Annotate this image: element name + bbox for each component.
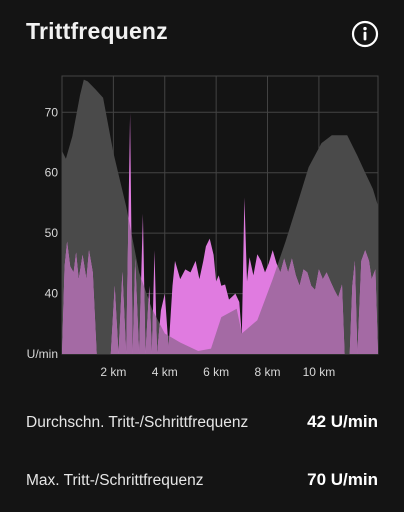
avg-cadence-row: Durchschn. Tritt-/Schrittfrequenz 42 U/m…	[26, 408, 378, 438]
max-cadence-row: Max. Tritt-/Schrittfrequenz 70 U/min	[26, 466, 378, 496]
y-tick-label: 70	[45, 105, 59, 119]
avg-cadence-label: Durchschn. Tritt-/Schrittfrequenz	[26, 414, 249, 431]
cadence-overlap-area	[62, 112, 378, 354]
cadence-chart: U/min 40 50 60 70 2 km 4 km 6 km 8 km 10 km	[0, 70, 404, 390]
page-title: Trittfrequenz	[26, 18, 168, 44]
x-tick-label: 10 km	[303, 365, 336, 379]
x-tick-label: 8 km	[255, 365, 281, 379]
y-tick-label: 60	[45, 166, 59, 180]
avg-cadence-value: 42 U/min	[307, 412, 378, 431]
y-tick-label: U/min	[27, 347, 58, 361]
max-cadence-label: Max. Tritt-/Schrittfrequenz	[26, 472, 204, 489]
y-tick-label: 40	[45, 287, 59, 301]
y-tick-label: 50	[45, 226, 59, 240]
info-icon[interactable]	[351, 20, 379, 48]
cadence-chart-svg: U/min 40 50 60 70 2 km 4 km 6 km 8 km 10 km	[27, 75, 379, 379]
x-tick-label: 4 km	[152, 365, 178, 379]
max-cadence-value: 70 U/min	[307, 470, 378, 489]
header: Trittfrequenz	[0, 0, 404, 70]
x-tick-label: 2 km	[100, 365, 126, 379]
x-tick-label: 6 km	[203, 365, 229, 379]
